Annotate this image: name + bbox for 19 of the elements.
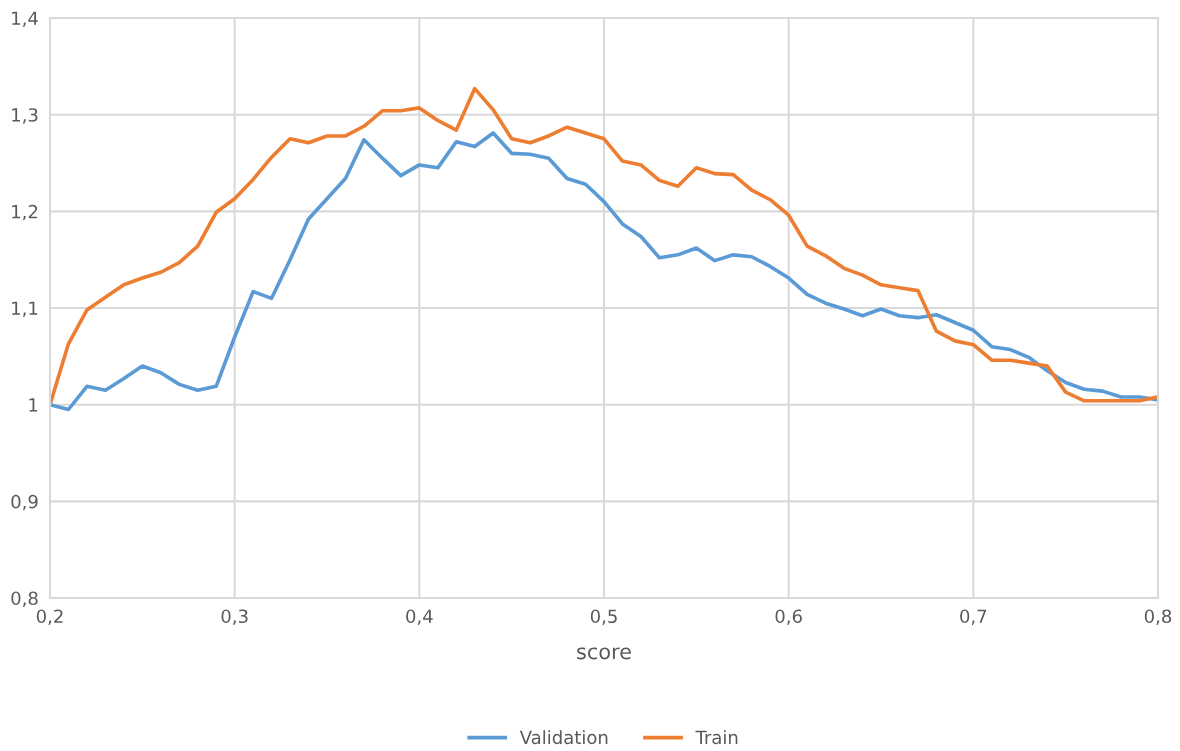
y-tick-label: 1,3: [12, 108, 38, 124]
y-tick-label: 1: [29, 398, 38, 412]
x-tick-label: 0,2: [36, 609, 63, 625]
line-series: [50, 86, 1158, 407]
y-tick-label: 0,9: [11, 494, 38, 511]
x-tick-label: 0,7: [960, 609, 987, 625]
x-tick-label: 0,8: [1144, 609, 1172, 625]
x-tick-label: 0,3: [221, 609, 248, 625]
y-tick-label: 1,1: [12, 301, 38, 317]
x-axis-title: score: [577, 647, 631, 660]
x-tick-label: 0,4: [406, 609, 433, 625]
line-series: [50, 131, 1158, 412]
y-tick-label: 1,2: [12, 204, 38, 221]
y-tick-label: 1,4: [12, 11, 38, 27]
x-tick-label: 0,6: [775, 609, 802, 625]
legend-label: Validation: [519, 730, 608, 745]
x-tick-label: 0,5: [590, 609, 617, 625]
y-tick-label: 0,8: [11, 591, 38, 607]
legend-label: Train: [695, 730, 738, 745]
